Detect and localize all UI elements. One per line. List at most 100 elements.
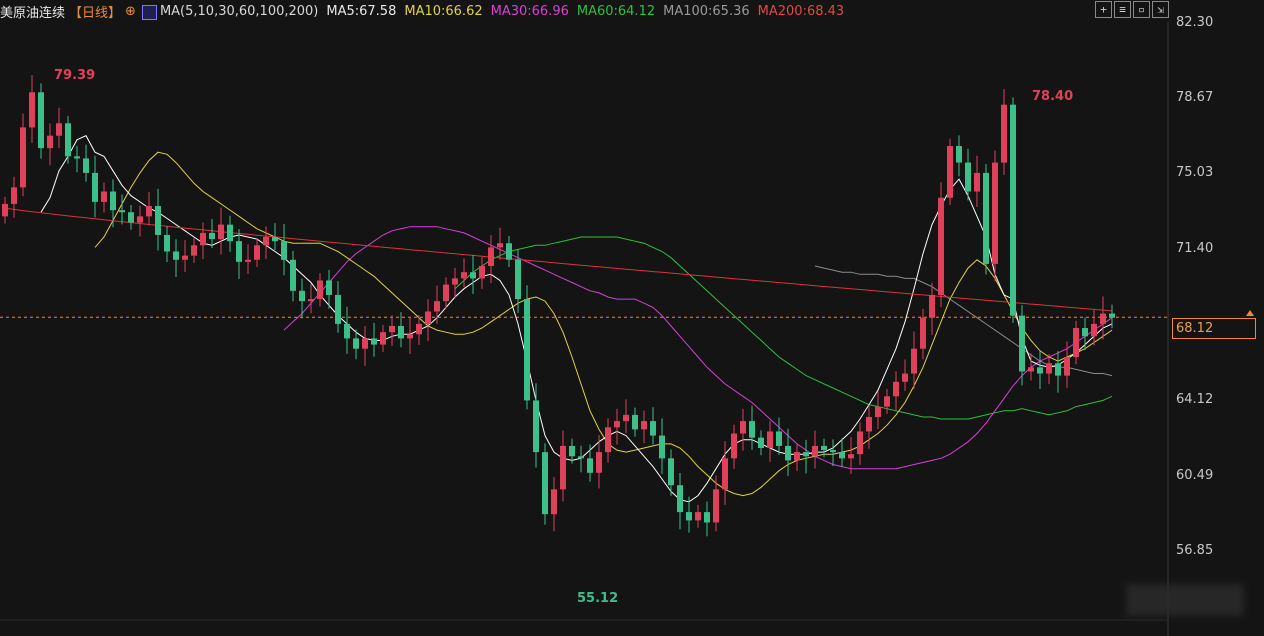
- candle[interactable]: [137, 205, 143, 237]
- candle[interactable]: [587, 444, 593, 482]
- candle[interactable]: [299, 278, 305, 319]
- candle[interactable]: [416, 315, 422, 345]
- candle[interactable]: [452, 267, 458, 299]
- candle[interactable]: [326, 269, 332, 309]
- candle[interactable]: [398, 312, 404, 348]
- indicator-settings-icon[interactable]: ⊕: [125, 3, 136, 19]
- candle[interactable]: [1082, 317, 1088, 351]
- candle[interactable]: [479, 257, 485, 289]
- expand-icon[interactable]: ⇲: [1152, 1, 1169, 18]
- candle[interactable]: [596, 434, 602, 489]
- candle[interactable]: [776, 417, 782, 455]
- candle[interactable]: [623, 399, 629, 434]
- candle[interactable]: [83, 144, 89, 182]
- candle[interactable]: [740, 408, 746, 451]
- candle[interactable]: [227, 215, 233, 252]
- candle[interactable]: [29, 75, 35, 143]
- candle[interactable]: [911, 331, 917, 390]
- restore-icon[interactable]: ▫: [1133, 1, 1150, 18]
- candle[interactable]: [1046, 354, 1052, 385]
- candle[interactable]: [272, 223, 278, 251]
- candle[interactable]: [218, 207, 224, 255]
- candle[interactable]: [821, 438, 827, 458]
- candle[interactable]: [632, 407, 638, 437]
- candle[interactable]: [578, 445, 584, 473]
- candle[interactable]: [668, 449, 674, 496]
- candle[interactable]: [506, 235, 512, 268]
- candle[interactable]: [182, 240, 188, 272]
- candle[interactable]: [938, 182, 944, 308]
- candle[interactable]: [920, 308, 926, 360]
- candle[interactable]: [191, 238, 197, 263]
- candle[interactable]: [281, 224, 287, 276]
- candle[interactable]: [173, 239, 179, 277]
- candle[interactable]: [2, 196, 8, 224]
- candle[interactable]: [983, 164, 989, 275]
- candle[interactable]: [605, 418, 611, 463]
- candle[interactable]: [1010, 97, 1016, 323]
- candle[interactable]: [524, 285, 530, 410]
- candle[interactable]: [497, 227, 503, 260]
- ma-indicator-icon[interactable]: [141, 4, 157, 20]
- candle[interactable]: [425, 299, 431, 342]
- candle[interactable]: [65, 116, 71, 164]
- candle[interactable]: [722, 441, 728, 505]
- candle[interactable]: [1001, 89, 1007, 175]
- candle[interactable]: [947, 138, 953, 205]
- candle[interactable]: [110, 179, 116, 228]
- symbol-name[interactable]: 美原油连续: [0, 5, 66, 21]
- candle[interactable]: [380, 324, 386, 352]
- candle[interactable]: [758, 430, 764, 456]
- candle[interactable]: [677, 473, 683, 530]
- candle[interactable]: [749, 405, 755, 450]
- candle[interactable]: [371, 322, 377, 357]
- candle[interactable]: [317, 273, 323, 307]
- candle[interactable]: [344, 306, 350, 354]
- candle[interactable]: [335, 281, 341, 333]
- candle[interactable]: [857, 422, 863, 465]
- candle[interactable]: [533, 383, 539, 468]
- candle[interactable]: [1091, 310, 1097, 346]
- candle[interactable]: [1019, 305, 1025, 386]
- candle[interactable]: [650, 407, 656, 445]
- candle[interactable]: [515, 249, 521, 313]
- candle[interactable]: [245, 244, 251, 275]
- candle[interactable]: [1064, 341, 1070, 388]
- candle[interactable]: [884, 389, 890, 414]
- candle[interactable]: [641, 410, 647, 444]
- candle[interactable]: [974, 155, 980, 208]
- candle[interactable]: [488, 235, 494, 284]
- candle[interactable]: [1109, 304, 1115, 329]
- settings-icon[interactable]: ≡: [1114, 1, 1131, 18]
- candle[interactable]: [290, 250, 296, 302]
- candle[interactable]: [875, 391, 881, 430]
- candle[interactable]: [56, 107, 62, 148]
- candle[interactable]: [731, 424, 737, 469]
- candle[interactable]: [956, 135, 962, 177]
- candle[interactable]: [101, 182, 107, 213]
- candle[interactable]: [992, 150, 998, 282]
- candle[interactable]: [695, 504, 701, 528]
- candle[interactable]: [542, 443, 548, 525]
- candle[interactable]: [128, 204, 134, 230]
- candle[interactable]: [200, 222, 206, 260]
- candle[interactable]: [929, 282, 935, 335]
- candle[interactable]: [848, 437, 854, 474]
- candle[interactable]: [119, 194, 125, 225]
- candle[interactable]: [353, 329, 359, 360]
- candle[interactable]: [155, 188, 161, 251]
- candle[interactable]: [389, 315, 395, 347]
- candle[interactable]: [812, 430, 818, 469]
- crosshair-icon[interactable]: +: [1095, 1, 1112, 18]
- candle[interactable]: [686, 496, 692, 533]
- period-label[interactable]: 【日线】: [69, 5, 122, 21]
- candle[interactable]: [443, 277, 449, 309]
- candle[interactable]: [236, 228, 242, 280]
- candle[interactable]: [38, 83, 44, 159]
- candle[interactable]: [713, 475, 719, 532]
- candle[interactable]: [74, 145, 80, 173]
- candle[interactable]: [308, 283, 314, 314]
- candle[interactable]: [47, 123, 53, 166]
- candle[interactable]: [866, 404, 872, 449]
